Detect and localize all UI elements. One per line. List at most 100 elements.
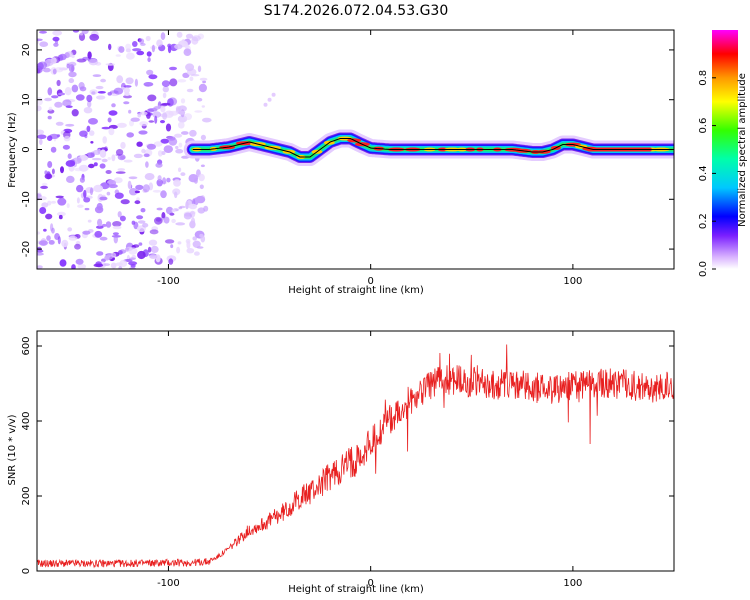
noise-blob (41, 182, 48, 187)
snr-x-label: Height of straight line (km) (288, 584, 424, 595)
noise-blob (162, 177, 167, 185)
noise-blob (96, 251, 104, 256)
noise-blob (136, 197, 140, 202)
noise-blob (66, 175, 75, 183)
noise-blob (134, 78, 138, 87)
noise-blob (176, 246, 181, 254)
noise-blob (91, 91, 96, 95)
colorbar-tick-label: 0.6 (698, 118, 709, 134)
noise-blob (126, 132, 134, 138)
noise-blob (133, 221, 139, 230)
spectrogram-x-label: Height of straight line (km) (288, 285, 424, 296)
noise-blob (88, 163, 95, 169)
noise-blob (191, 74, 200, 77)
noise-blob (178, 105, 187, 112)
y-tick-label: 400 (21, 411, 32, 430)
noise-blob (76, 58, 87, 63)
noise-blob (99, 196, 108, 201)
noise-blob (51, 168, 55, 175)
noise-blob (150, 245, 159, 253)
noise-blob (137, 113, 141, 118)
noise-blob (43, 228, 47, 232)
noise-blob (95, 85, 104, 90)
noise-blob (120, 199, 130, 205)
noise-blob (163, 216, 170, 224)
noise-blob (101, 158, 108, 163)
noise-blob (37, 97, 43, 106)
noise-blob (39, 138, 43, 145)
noise-blob (165, 206, 174, 215)
x-tick-label: 100 (563, 276, 582, 287)
noise-blob (63, 135, 71, 142)
noise-blob (147, 57, 151, 63)
noise-blob (108, 184, 118, 189)
noise-blob (138, 242, 143, 246)
noise-blob (157, 150, 163, 157)
noise-blob (197, 207, 206, 214)
noise-blob (169, 66, 177, 71)
noise-blob (57, 236, 61, 245)
noise-blob (189, 220, 196, 229)
noise-blob (71, 109, 79, 117)
noise-blob (198, 173, 205, 182)
noise-blob (160, 32, 166, 40)
spectrogram-marks (37, 30, 674, 269)
noise-blob (97, 218, 103, 227)
noise-blob (180, 98, 186, 104)
noise-blob (148, 74, 158, 80)
noise-blob (108, 110, 118, 116)
noise-blob (148, 239, 158, 246)
noise-blob (151, 44, 155, 53)
noise-blob (194, 251, 200, 256)
stray-blob (271, 92, 276, 97)
noise-blob (81, 30, 89, 35)
x-tick-label: 0 (367, 578, 373, 589)
noise-blob (143, 82, 154, 87)
noise-blob (74, 167, 83, 172)
noise-blob (116, 122, 127, 128)
noise-blob (136, 50, 145, 56)
colorbar-tick-label: 0.0 (698, 261, 709, 277)
noise-blob (128, 247, 138, 255)
noise-blob (47, 161, 53, 168)
noise-blob (202, 117, 212, 123)
noise-blob (124, 247, 130, 252)
noise-blob (160, 138, 170, 144)
noise-blob (66, 203, 70, 209)
noise-blob (87, 51, 92, 59)
noise-blob (173, 179, 181, 187)
noise-blob (59, 259, 67, 267)
noise-blob (125, 52, 135, 60)
noise-blob (97, 91, 106, 94)
noise-blob (192, 240, 201, 248)
noise-blob (113, 235, 119, 244)
noise-blob (164, 239, 175, 244)
noise-blob (107, 92, 112, 96)
noise-blob (142, 184, 150, 193)
noise-blob (157, 175, 162, 182)
noise-blob (84, 134, 88, 139)
noise-blob (183, 48, 192, 56)
noise-blob (149, 254, 158, 259)
y-tick-label: 600 (21, 336, 32, 355)
noise-blob (48, 106, 53, 112)
noise-blob (180, 172, 186, 177)
noise-blob (117, 168, 126, 171)
noise-blob (199, 184, 204, 190)
y-tick-label: 200 (21, 486, 32, 505)
noise-blob (145, 35, 151, 42)
noise-blob (139, 121, 148, 127)
noise-blob (37, 129, 45, 135)
y-tick-label: 0 (21, 568, 32, 574)
noise-blob (119, 259, 128, 267)
stray-blob (267, 97, 272, 102)
noise-blob (115, 54, 121, 57)
noise-blob (138, 38, 145, 44)
noise-blob (127, 180, 132, 190)
noise-blob (130, 117, 140, 122)
noise-blob (143, 153, 150, 158)
noise-blob (79, 86, 87, 92)
noise-blob (57, 197, 67, 206)
noise-blob (52, 36, 60, 42)
noise-blob (55, 121, 64, 126)
